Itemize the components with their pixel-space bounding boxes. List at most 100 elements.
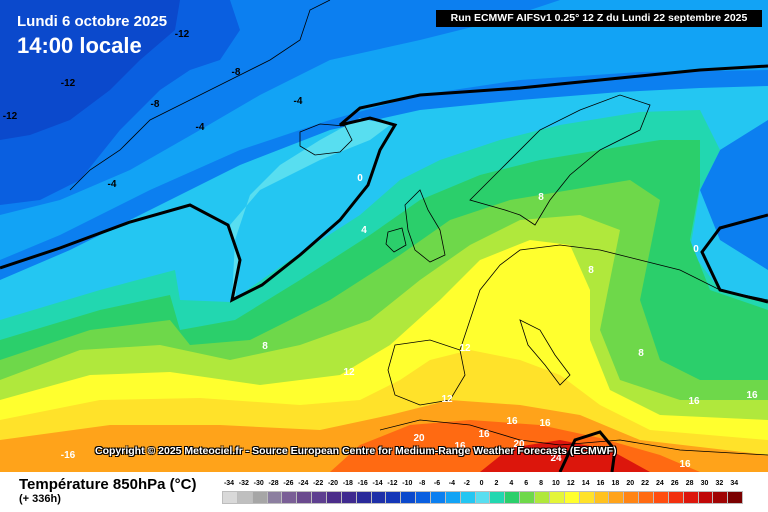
scale-swatch [370, 491, 387, 504]
isotherm-label: -12 [3, 111, 18, 122]
isotherm-24-arc [558, 430, 617, 472]
scale-tick-label: -18 [342, 480, 353, 487]
scale-tick-label: 34 [730, 480, 739, 487]
scale-tick-label: -6 [433, 480, 441, 487]
field-pale-cyan [230, 118, 390, 300]
scale-tick-label: 12 [566, 480, 575, 487]
isotherm-label: 16 [688, 396, 700, 407]
scale-swatch [504, 491, 521, 504]
scale-tick-label: -4 [448, 480, 455, 487]
field-light-blue [0, 0, 768, 260]
scale-swatch [638, 491, 655, 504]
color-scale: -34 -32 -30 -28 -26 -24 -22 -20 -18 -16 -14 -12 -10-… [222, 480, 744, 508]
scale-tick-label: 22 [641, 480, 649, 487]
isotherm-label: 16 [746, 390, 758, 401]
isotherm-label: 0 [693, 244, 699, 255]
scale-tick-label: 6 [524, 480, 529, 487]
isotherm-label: 16 [478, 429, 490, 440]
scale-swatch [311, 491, 328, 504]
italy-outline [519, 319, 571, 386]
scale-swatch [563, 491, 580, 504]
scale-swatch [608, 491, 625, 504]
field-red [480, 440, 650, 472]
scale-swatch [430, 491, 447, 504]
greenland-outline [69, 0, 331, 191]
scale-swatch [400, 491, 417, 504]
ireland-outline [385, 227, 407, 253]
scale-swatch [459, 491, 476, 504]
scale-swatch [355, 491, 372, 504]
scale-swatch [444, 491, 461, 504]
scale-tick-label: -30 [253, 480, 264, 487]
isotherm-label: 8 [262, 341, 268, 352]
scale-tick-label: 32 [715, 480, 724, 487]
uk-outline [404, 189, 446, 263]
scale-swatch [489, 491, 506, 504]
isotherm-label: 8 [538, 192, 544, 203]
scale-tick-label: -20 [327, 480, 339, 487]
iceland-outline [299, 123, 353, 156]
scale-swatch [340, 491, 357, 504]
isotherm-label: -12 [61, 78, 76, 89]
scale-swatch [519, 491, 536, 504]
scale-swatch [682, 491, 699, 504]
scale-tick-label: 26 [670, 480, 679, 487]
isotherm-label: 12 [441, 394, 453, 405]
isotherm-label: 16 [679, 459, 691, 470]
scale-tick-label: -28 [268, 480, 279, 487]
isotherm-label: 20 [513, 439, 525, 450]
scale-swatch [385, 491, 402, 504]
isotherm-label: 16 [539, 418, 551, 429]
zero-isotherm [0, 64, 768, 303]
scale-tick-label: 16 [596, 480, 605, 487]
scale-tick-label: -2 [463, 480, 470, 487]
scale-swatch [593, 491, 610, 504]
scale-tick-label: -26 [283, 480, 294, 487]
isotherm-label: -4 [196, 122, 205, 133]
isotherm-label: 0 [357, 173, 363, 184]
scale-swatch [548, 491, 565, 504]
isotherm-label: -8 [232, 67, 241, 78]
scale-swatch [236, 491, 253, 504]
scale-tick-label: -22 [313, 480, 324, 487]
scale-swatch [326, 491, 343, 504]
scale-tick-label: 0 [479, 480, 484, 487]
legend-subtitle: (+ 336h) [19, 493, 61, 505]
scale-tick-label: -24 [298, 480, 309, 487]
isotherm-label: 12 [459, 343, 471, 354]
scale-swatch [296, 491, 313, 504]
scale-tick-label: -14 [372, 480, 383, 487]
scale-tick-label: 28 [685, 480, 694, 487]
scale-swatch [266, 491, 283, 504]
scale-tick-label: 4 [509, 480, 514, 487]
isotherm-label: 8 [588, 265, 594, 276]
isotherm-label: -4 [294, 96, 303, 107]
scale-swatch [623, 491, 640, 504]
scale-swatch [727, 491, 744, 504]
scale-tick-label: 20 [626, 480, 635, 487]
scale-swatch [578, 491, 595, 504]
zero-isotherm-east [700, 213, 768, 304]
scale-tick-label: 30 [700, 480, 709, 487]
iberia-outline [387, 339, 466, 406]
scale-tick-label: 10 [552, 480, 560, 487]
scale-tick-label: -16 [357, 480, 368, 487]
north-africa-outline [379, 419, 768, 456]
scale-tick-label: -12 [387, 480, 398, 487]
isotherm-label: -4 [108, 179, 117, 190]
scandinavia-outline [469, 94, 651, 226]
isotherm-label: -16 [61, 450, 76, 461]
isotherm-label: 12 [343, 367, 355, 378]
isotherm-label: 16 [454, 441, 466, 452]
scale-tick-label: 14 [581, 480, 590, 487]
scale-tick-label: -34 [223, 480, 235, 487]
isotherm-labels: -12 -12 -12 -8 -8 -4 -4 -4 0 0 4 8 8 8 8 12 12 12 16 16 16 16… [3, 29, 758, 470]
scale-tick-label: 24 [656, 480, 664, 487]
continent-outline [459, 244, 768, 351]
isotherm-label: -12 [175, 29, 190, 40]
isotherm-label: 16 [506, 416, 518, 427]
scale-swatch [667, 491, 684, 504]
scale-swatch [652, 491, 669, 504]
scale-swatch [474, 491, 491, 504]
